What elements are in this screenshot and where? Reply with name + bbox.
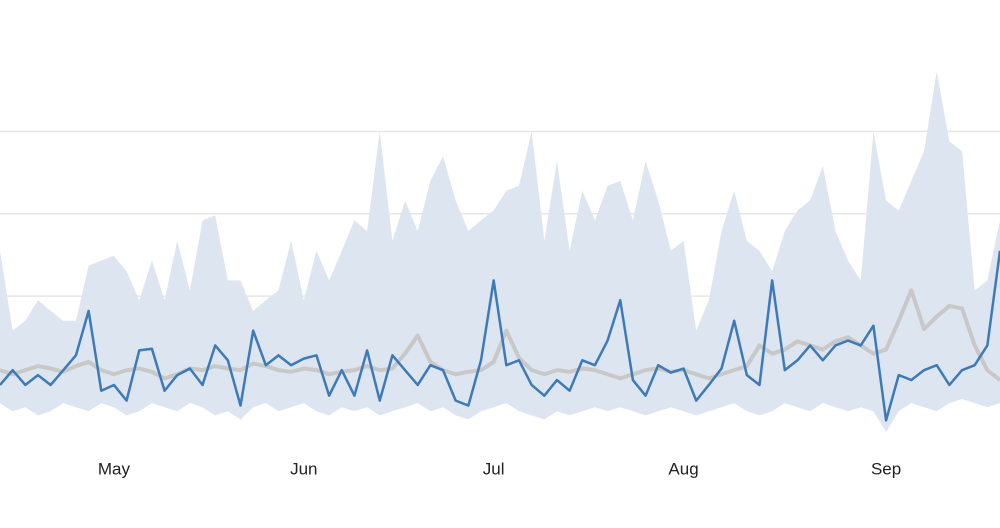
series-line (0, 288, 1000, 382)
x-tick-label: Aug (668, 459, 698, 478)
x-tick-label: Jun (290, 459, 317, 478)
series-line (0, 250, 1000, 422)
x-tick-label: May (98, 459, 131, 478)
x-tick-label: Jul (483, 459, 505, 478)
x-tick-label: Sep (871, 459, 901, 478)
range-band (0, 71, 1000, 432)
